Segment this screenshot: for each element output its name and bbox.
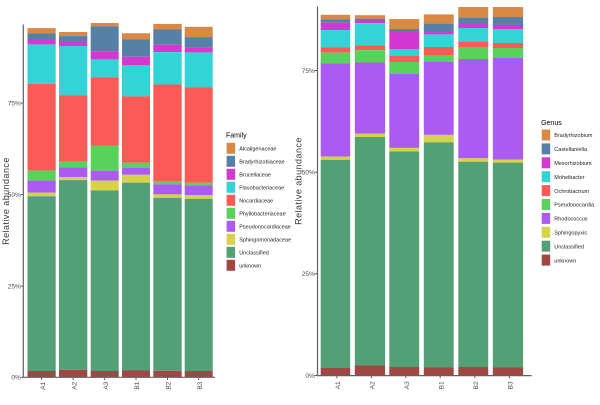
svg-text:unknown: unknown [554, 258, 576, 264]
svg-text:A2: A2 [71, 381, 78, 389]
svg-text:B2: B2 [473, 381, 480, 389]
svg-text:Nocardiaceae: Nocardiaceae [239, 199, 273, 205]
svg-text:Bradyrhizobiaceae: Bradyrhizobiaceae [239, 160, 285, 166]
svg-text:Unclassified: Unclassified [239, 251, 269, 257]
svg-text:Pseudonocardiaceae: Pseudonocardiaceae [239, 225, 291, 231]
svg-text:75%: 75% [302, 68, 315, 75]
svg-text:0%: 0% [305, 373, 315, 380]
svg-text:50%: 50% [302, 170, 315, 177]
svg-text:Unclassified: Unclassified [554, 244, 584, 250]
svg-text:50%: 50% [8, 192, 21, 199]
svg-text:B1: B1 [134, 381, 141, 389]
svg-text:Moheibacter: Moheibacter [554, 175, 584, 181]
svg-text:unknown: unknown [239, 264, 261, 270]
svg-text:Relative abundance: Relative abundance [294, 137, 304, 225]
svg-text:Sphingopyxis: Sphingopyxis [554, 231, 587, 237]
svg-text:Flavobacteriaceae: Flavobacteriaceae [239, 186, 284, 192]
svg-text:Phyllobacteriaceae: Phyllobacteriaceae [239, 212, 285, 218]
svg-text:Genus: Genus [541, 120, 562, 127]
svg-text:A3: A3 [404, 381, 411, 389]
svg-text:B1: B1 [438, 381, 445, 389]
svg-text:A1: A1 [40, 381, 47, 389]
svg-text:Sphingomonadaceae: Sphingomonadaceae [239, 238, 291, 244]
svg-text:Rhodococcus: Rhodococcus [554, 217, 588, 223]
svg-text:Brucellaceae: Brucellaceae [239, 173, 271, 179]
svg-text:Bradyrhizobium: Bradyrhizobium [554, 133, 593, 139]
svg-text:Pseudonocardia: Pseudonocardia [554, 203, 595, 209]
svg-text:0%: 0% [11, 375, 21, 382]
svg-text:25%: 25% [302, 271, 315, 278]
svg-text:B3: B3 [508, 381, 515, 389]
svg-text:B2: B2 [166, 381, 173, 389]
svg-text:B3: B3 [197, 381, 204, 389]
svg-text:Relative abundance: Relative abundance [1, 157, 11, 245]
svg-text:A2: A2 [370, 381, 377, 389]
svg-text:Family: Family [226, 133, 247, 140]
svg-text:25%: 25% [8, 283, 21, 290]
svg-text:A3: A3 [103, 381, 110, 389]
svg-text:Mesorhizobium: Mesorhizobium [554, 161, 592, 167]
svg-text:Ochrobactrum: Ochrobactrum [554, 189, 589, 195]
svg-text:Alcaligenaceae: Alcaligenaceae [239, 147, 276, 153]
svg-text:A1: A1 [335, 381, 342, 389]
svg-text:75%: 75% [8, 100, 21, 107]
svg-text:Castellaniella: Castellaniella [554, 147, 588, 153]
